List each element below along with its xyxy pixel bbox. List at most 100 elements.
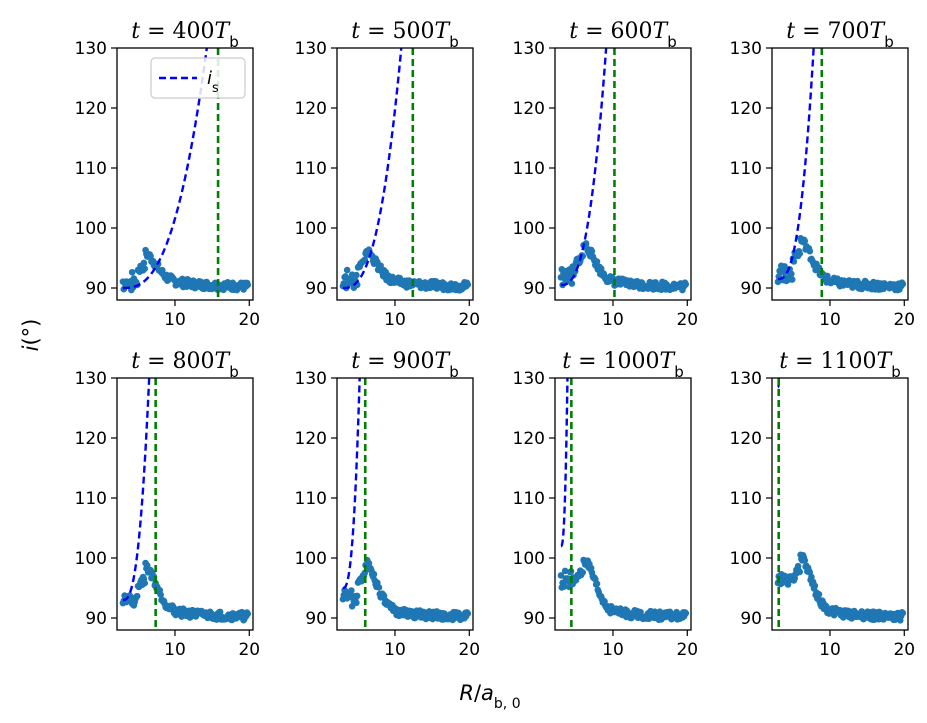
y-tick-label: 120 — [75, 429, 107, 449]
scatter-point — [899, 609, 907, 617]
scatter-point — [560, 583, 568, 590]
scatter-point — [141, 265, 149, 272]
is-curve — [342, 48, 403, 290]
panel-2: 90 100 110 120 130 10 20 t = 500Tb — [295, 19, 481, 330]
plot-area — [774, 378, 907, 630]
x-tick-label: 10 — [602, 310, 624, 330]
scatter-point — [561, 567, 569, 575]
panel-8: 90 100 110 120 130 10 20 t = 1100Tb — [730, 349, 916, 660]
scatter-point — [157, 591, 164, 598]
scatter-point — [593, 580, 601, 588]
scatter-point — [361, 256, 369, 263]
scatter-point — [811, 582, 819, 590]
panel-title: t = 900Tb — [351, 349, 458, 381]
panel-1: 90 100 110 120 130 10 20 t = 400Tb is — [75, 19, 261, 330]
x-tick-label: 10 — [384, 310, 406, 330]
y-tick-label: 120 — [513, 429, 545, 449]
panel-7: 90 100 110 120 130 10 20 t = 1000Tb — [513, 349, 699, 660]
panel-title: t = 700Tb — [786, 19, 893, 51]
y-tick-label: 130 — [295, 369, 327, 389]
scatter-point — [141, 579, 149, 587]
panel-3: 90 100 110 120 130 10 20 t = 600Tb — [513, 19, 699, 330]
y-tick-label: 130 — [295, 39, 327, 59]
axes-frame — [554, 377, 692, 631]
scatter-point — [353, 592, 361, 600]
panel-title: t = 1100Tb — [779, 349, 900, 381]
is-curve — [777, 48, 815, 281]
x-tick-label: 20 — [458, 310, 480, 330]
panel-title: t = 600Tb — [569, 19, 676, 51]
scatter-point — [353, 599, 360, 607]
x-tick-label: 10 — [819, 640, 841, 660]
y-tick-label: 110 — [730, 489, 762, 509]
scatter-point — [808, 573, 815, 581]
x-tick-label: 10 — [164, 640, 186, 660]
scatter-point — [411, 614, 419, 622]
scatter-point — [579, 569, 587, 576]
scatter-point — [568, 280, 576, 287]
scatter-point — [801, 557, 809, 564]
scatter-point — [682, 280, 690, 288]
scatter-point — [133, 592, 141, 600]
y-tick-label: 100 — [295, 549, 327, 569]
y-tick-label: 100 — [75, 549, 107, 569]
scatter-point — [801, 237, 809, 245]
x-tick-label: 10 — [164, 310, 186, 330]
x-axis-label: R/ab, 0 — [459, 681, 520, 712]
panel-title: t = 1000Tb — [562, 349, 683, 381]
y-tick-label: 120 — [730, 99, 762, 119]
scatter-point — [806, 247, 814, 255]
is-curve — [122, 378, 151, 602]
x-tick-label: 20 — [676, 310, 698, 330]
axes-frame — [336, 47, 474, 301]
scatter-point — [229, 279, 237, 287]
y-tick-label: 130 — [730, 369, 762, 389]
scatter-point — [147, 252, 154, 260]
scatter-point — [140, 259, 148, 267]
axes-frame — [116, 377, 254, 631]
legend-box — [150, 57, 246, 99]
plot-area — [339, 48, 472, 300]
scatter-point — [637, 608, 644, 616]
y-axis-label: i(°) — [19, 319, 43, 352]
x-tick-label: 20 — [893, 310, 915, 330]
y-tick-label: 130 — [513, 39, 545, 59]
y-tick-label: 100 — [513, 549, 545, 569]
scatter-point — [244, 610, 252, 618]
y-tick-label: 90 — [85, 279, 107, 299]
panel-title: t = 400Tb — [131, 19, 238, 51]
scatter-point — [464, 281, 472, 288]
y-tick-label: 110 — [295, 159, 327, 179]
y-tick-label: 110 — [295, 489, 327, 509]
scatter-point — [464, 610, 472, 617]
y-tick-label: 120 — [295, 99, 327, 119]
y-tick-label: 120 — [730, 429, 762, 449]
plot-area — [774, 48, 907, 300]
y-tick-label: 130 — [513, 369, 545, 389]
y-tick-label: 130 — [75, 39, 107, 59]
y-tick-label: 120 — [295, 429, 327, 449]
x-tick-label: 20 — [238, 310, 260, 330]
y-tick-label: 90 — [523, 609, 545, 629]
plot-area — [339, 378, 472, 630]
y-tick-label: 110 — [513, 489, 545, 509]
panel-5: 90 100 110 120 130 10 20 t = 800Tb — [75, 349, 261, 660]
panel-title: t = 500Tb — [351, 19, 458, 51]
axes-frame — [554, 47, 692, 301]
scatter-point — [375, 584, 383, 591]
y-tick-label: 110 — [75, 489, 107, 509]
y-tick-label: 90 — [740, 609, 762, 629]
y-tick-label: 110 — [75, 159, 107, 179]
plot-area — [557, 48, 690, 300]
scatter-point — [370, 570, 378, 578]
scatter-point — [796, 568, 804, 576]
y-tick-label: 100 — [730, 549, 762, 569]
scatter-point — [143, 562, 151, 569]
axes-frame — [116, 47, 254, 301]
y-tick-label: 120 — [513, 99, 545, 119]
scatter-point — [244, 281, 252, 289]
y-tick-label: 110 — [513, 159, 545, 179]
y-tick-label: 90 — [85, 609, 107, 629]
plot-area — [557, 378, 690, 630]
x-tick-label: 10 — [384, 640, 406, 660]
